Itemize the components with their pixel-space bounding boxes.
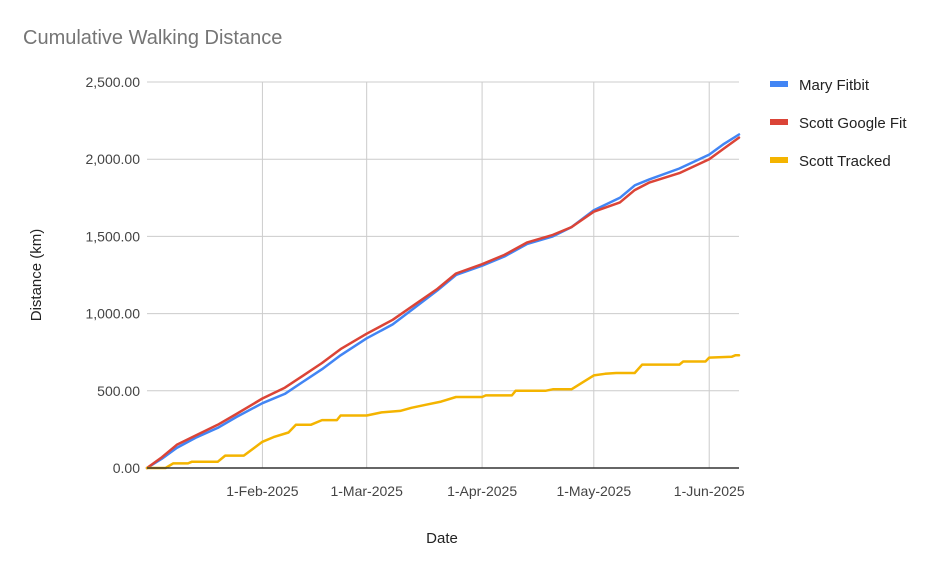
series-line-mary-fitbit <box>145 133 741 470</box>
x-tick-label: 1-Apr-2025 <box>447 483 517 499</box>
x-tick-label: 1-May-2025 <box>556 483 631 499</box>
x-tick-label: 1-Mar-2025 <box>330 483 403 499</box>
x-axis-label: Date <box>426 530 458 547</box>
x-tick-label: 1-Jun-2025 <box>674 483 745 499</box>
y-tick-labels: 0.00 500.00 1,000.00 1,500.00 2,000.00 2,500.… <box>86 74 141 476</box>
series-lines <box>145 133 741 470</box>
x-tick-label: 1-Feb-2025 <box>226 483 299 499</box>
y-tick-label: 1,000.00 <box>86 306 141 322</box>
legend: Mary Fitbit Scott Google Fit Scott Tracked <box>770 77 907 170</box>
legend-label-scott-tracked: Scott Tracked <box>799 153 891 170</box>
legend-swatch-scott-tracked <box>770 157 788 163</box>
y-tick-label: 2,500.00 <box>86 74 141 90</box>
y-tick-label: 0.00 <box>113 460 140 476</box>
legend-swatch-scott-google-fit <box>770 119 788 125</box>
x-tick-labels: 1-Feb-2025 1-Mar-2025 1-Apr-2025 1-May-2025… <box>226 483 745 499</box>
legend-label-scott-google-fit: Scott Google Fit <box>799 115 907 132</box>
gridlines <box>147 81 739 468</box>
y-axis-label: Distance (km) <box>28 229 45 322</box>
y-tick-label: 2,000.00 <box>86 151 141 167</box>
series-line-scott-google-fit <box>145 136 741 470</box>
series-line-scott-tracked <box>145 354 741 470</box>
legend-swatch-mary-fitbit <box>770 81 788 87</box>
y-tick-label: 500.00 <box>97 383 140 399</box>
legend-label-mary-fitbit: Mary Fitbit <box>799 77 870 94</box>
chart-title: Cumulative Walking Distance <box>23 27 282 49</box>
y-tick-label: 1,500.00 <box>86 228 141 244</box>
